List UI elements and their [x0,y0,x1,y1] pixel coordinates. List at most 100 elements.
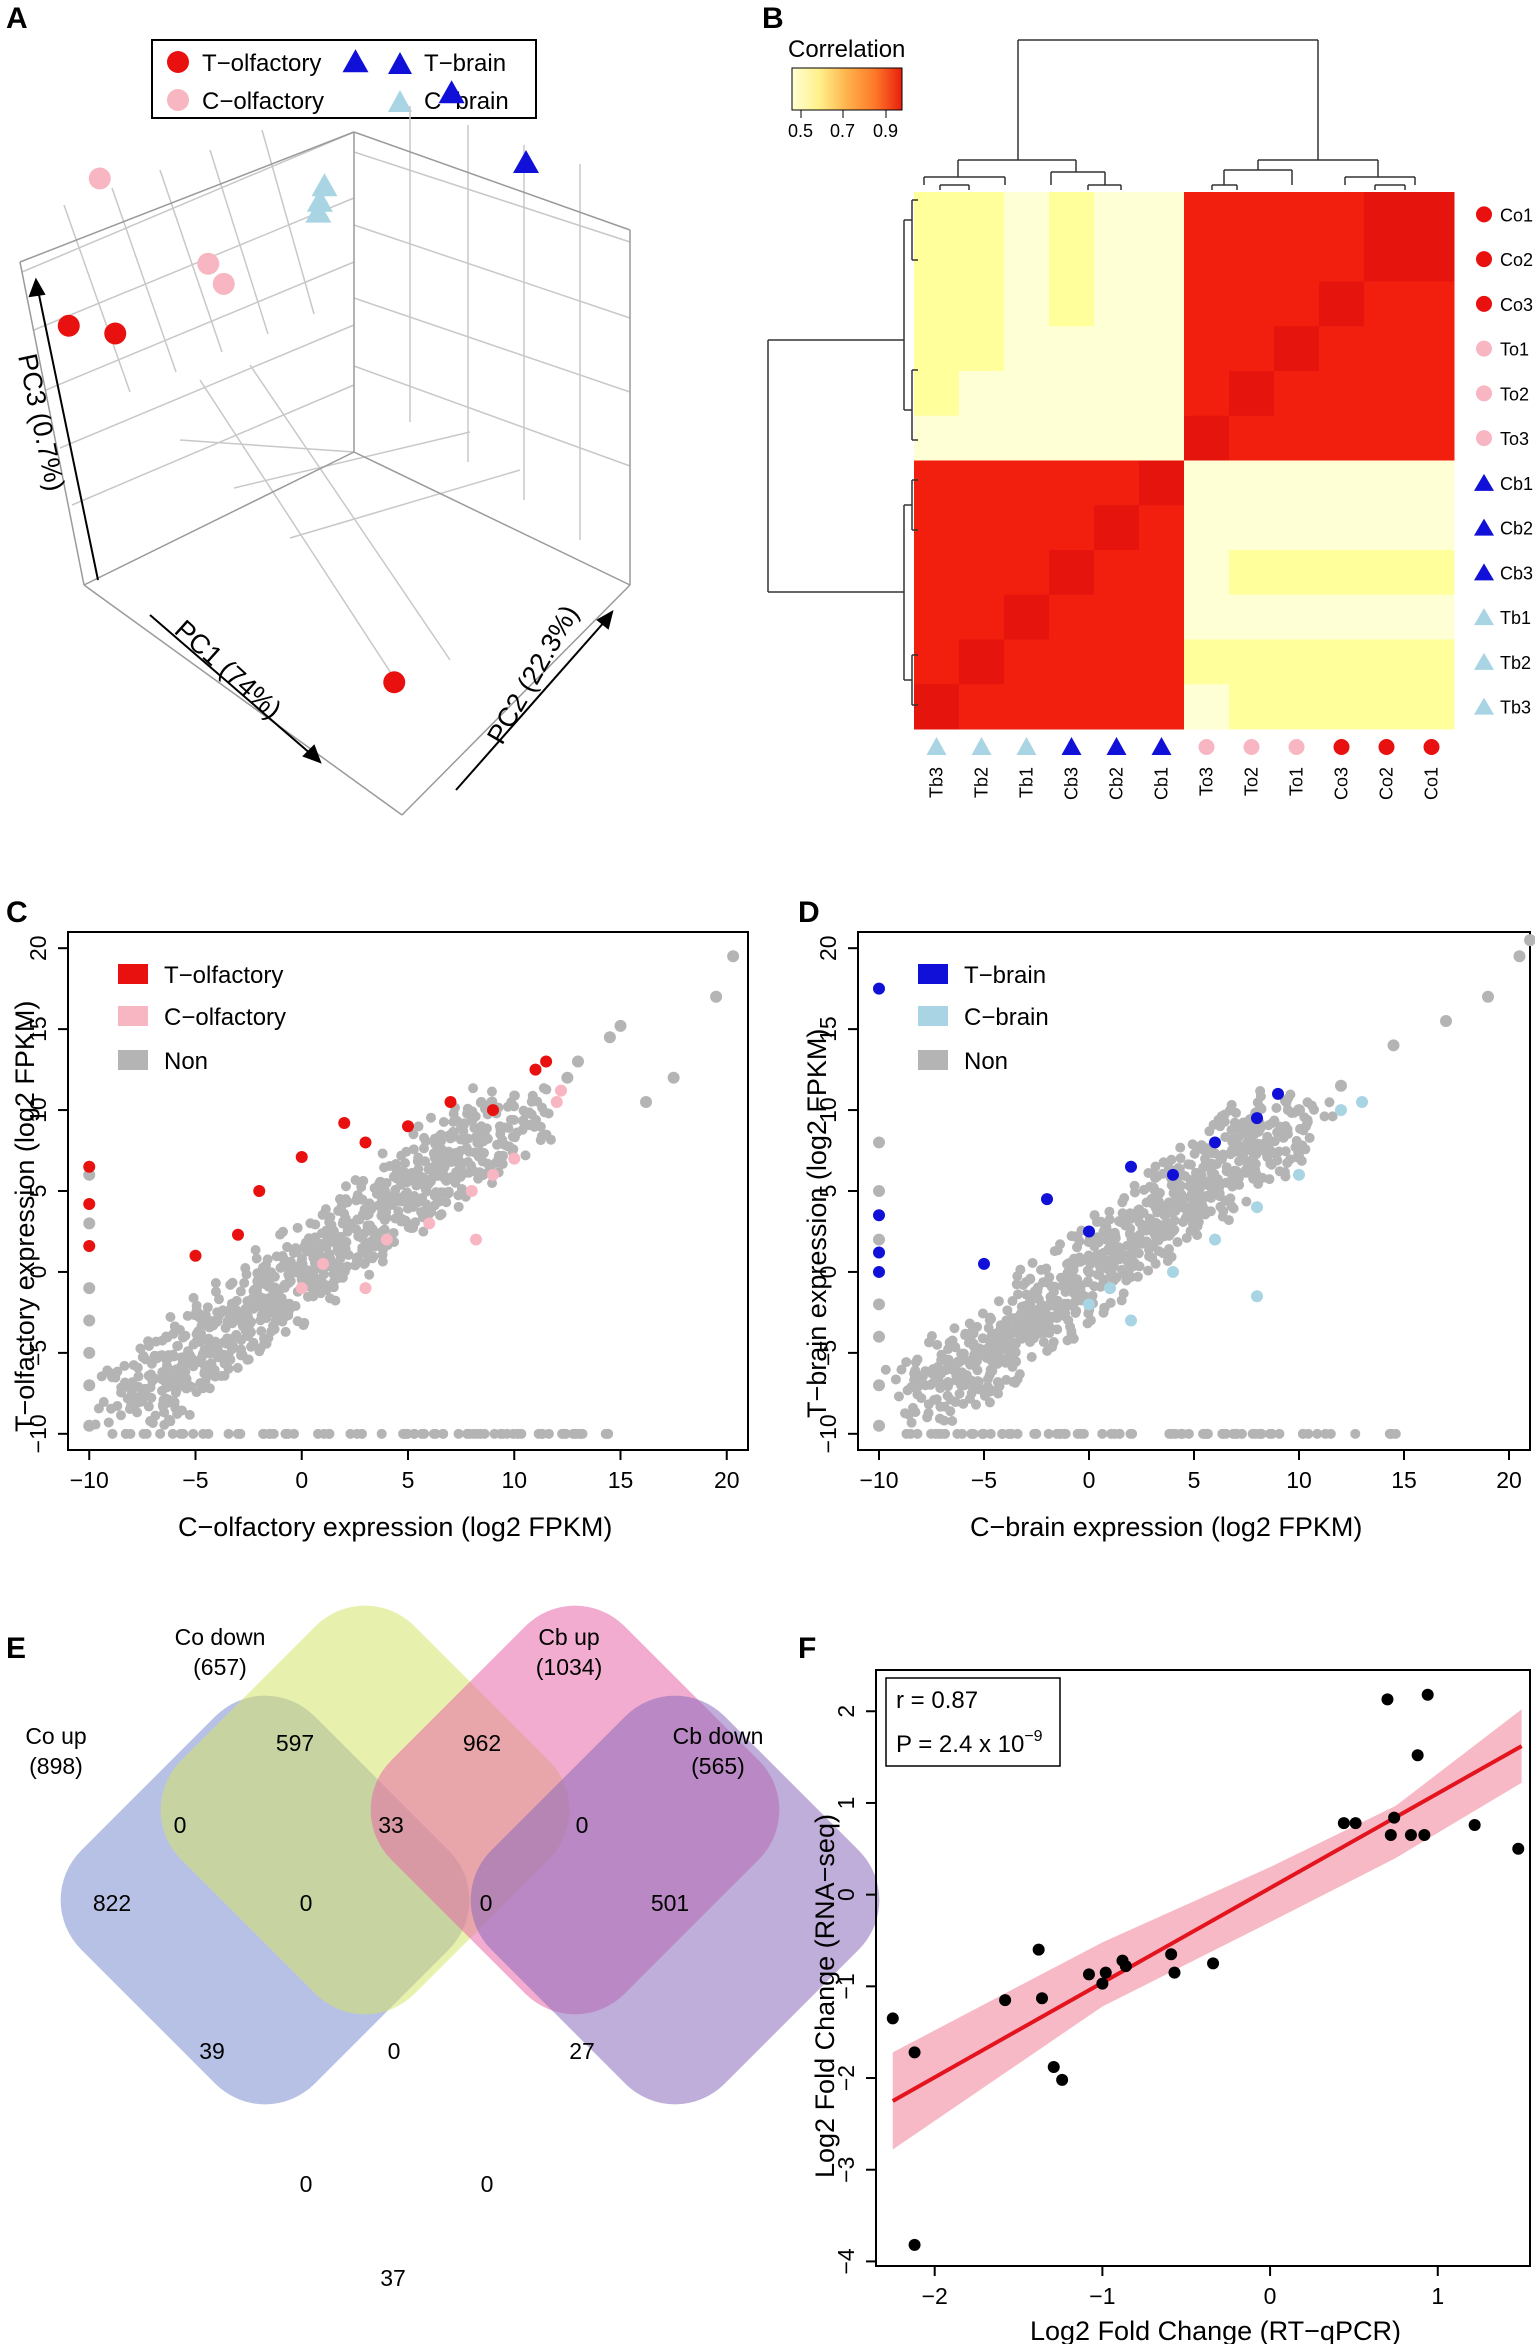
d-cloud-point-843 [1138,1208,1149,1219]
c-cloud-point-547 [377,1148,388,1159]
venn-label-cb-up: Cb up [538,1624,599,1650]
c-cloud-point-893 [435,1129,446,1140]
d-cloud-point-882 [1267,1118,1278,1129]
c-axis-point-74 [265,1428,276,1439]
col-marker-Tb3 [926,737,947,755]
d-point-c-brain-6 [1293,1168,1305,1181]
heatmap-cell-0-1 [959,192,1005,238]
heatmap-cell-9-0 [914,594,960,640]
d-legend-t-brain: T−brain [964,962,1046,989]
c-cloud-point-812 [334,1239,345,1250]
c-cloud-point-651 [371,1227,382,1238]
row-label-Cb1: Cb1 [1500,474,1533,494]
c-cloud-point-835 [352,1255,363,1266]
d-axis-point-68 [1106,1428,1117,1439]
c-cloud-point-875 [257,1262,268,1273]
d-axis-point-37 [1266,1428,1277,1439]
heatmap-cell-6-0 [914,460,960,506]
heatmap-cell-7-4 [1094,505,1140,551]
c-axis-point-48 [313,1428,324,1439]
c-cloud-point-213 [210,1286,221,1297]
d-cloud-point-653 [1278,1132,1289,1143]
d-cloud-point-578 [1049,1246,1060,1257]
heatmap-cell-3-4 [1094,326,1140,372]
heatmap-cell-11-10 [1364,684,1410,730]
heatmap-cell-10-4 [1094,639,1140,685]
d-axis-point-73 [1230,1428,1241,1439]
heatmap-cell-3-0 [914,326,960,372]
heatmap-cell-0-4 [1094,192,1140,238]
c-cloud-point-860 [477,1131,488,1142]
heatmap-cell-7-8 [1274,505,1320,551]
c-cloud-point-785 [365,1220,376,1231]
d-cloud-point-620 [1269,1136,1280,1147]
d-cloud-point-884 [994,1381,1005,1392]
d-cloud-point-889 [1015,1332,1026,1343]
panel-letter-a: A [6,2,28,35]
d-ytick-label-20: 20 [815,935,841,961]
c-cloud-point-275 [277,1226,288,1237]
d-cloud-point-839 [935,1383,946,1394]
c-cloud-point-882 [425,1162,436,1173]
c-cloud-point-863 [146,1358,157,1369]
c-cloud-point-350 [116,1387,127,1398]
d-cloud-point-698 [972,1321,983,1332]
c-cloud-point-852 [520,1150,531,1161]
col-label-To1: To1 [1287,767,1307,796]
row-marker-To2 [1476,385,1492,402]
legend-label-t-olfactory: T−olfactory [202,50,321,77]
heatmap-cell-7-9 [1319,505,1365,551]
heatmap-cell-9-2 [1004,594,1050,640]
col-marker-To2 [1243,739,1260,755]
d-cloud-point-586 [1327,1111,1338,1122]
heatmap-cell-6-9 [1319,460,1365,506]
row-label-Co2: Co2 [1500,250,1533,270]
c-cloud-point-837 [403,1222,414,1233]
col-marker-Cb2 [1106,737,1127,755]
d-point-non-2 [873,1233,885,1246]
f-point-25 [1468,1818,1481,1831]
heatmap-cell-2-9 [1319,281,1365,327]
d-cloud-point-852 [986,1366,997,1377]
row-dendrogram [767,199,918,706]
c-cloud-point-730 [191,1387,202,1398]
c-cloud-point-698 [290,1301,301,1312]
d-axis-point-70 [1177,1428,1188,1439]
c-cloud-point-825 [183,1380,194,1391]
d-cloud-point-739 [953,1356,964,1367]
heatmap-cell-11-1 [959,684,1005,730]
d-cloud-point-866 [1096,1216,1107,1227]
d-cloud-point-849 [1296,1155,1307,1166]
d-cloud-point-549 [1129,1187,1140,1198]
d-cloud-point-810 [1226,1145,1237,1156]
d-cloud-point-636 [1033,1308,1044,1319]
d-cloud-point-216 [986,1313,997,1324]
row-label-Cb3: Cb3 [1500,563,1533,583]
d-cloud-point-801 [954,1388,965,1399]
c-axis-point-69 [468,1428,479,1439]
c-axis-point-61 [120,1428,131,1439]
d-point-non-1 [873,1185,885,1197]
c-gene-cloud [90,1083,614,1439]
c-cloud-point-885 [361,1210,372,1221]
c-cloud-point-857 [172,1408,183,1419]
heatmap-cell-6-10 [1364,460,1410,506]
d-cloud-point-752 [1084,1267,1095,1278]
d-cloud-point-747 [1150,1258,1161,1269]
f-ytick-label--1: −1 [833,1973,859,1999]
d-cloud-point-804 [1205,1206,1216,1217]
d-cloud-point-390 [1126,1272,1137,1283]
c-cloud-point-796 [504,1141,515,1152]
d-cloud-point-423 [1020,1277,1031,1288]
c-cloud-point-797 [462,1103,473,1114]
c-cloud-point-421 [408,1129,419,1140]
f-annotation-box [885,1677,1061,1767]
c-cloud-point-345 [232,1362,243,1373]
c-cloud-point-511 [406,1167,417,1178]
heatmap-cell-4-0 [914,371,960,417]
d-cloud-point-834 [1055,1272,1066,1283]
heatmap-cell-4-6 [1184,371,1230,417]
c-cloud-point-829 [434,1196,445,1207]
d-cloud-point-898 [1150,1161,1161,1172]
c-cloud-point-656 [321,1280,332,1291]
